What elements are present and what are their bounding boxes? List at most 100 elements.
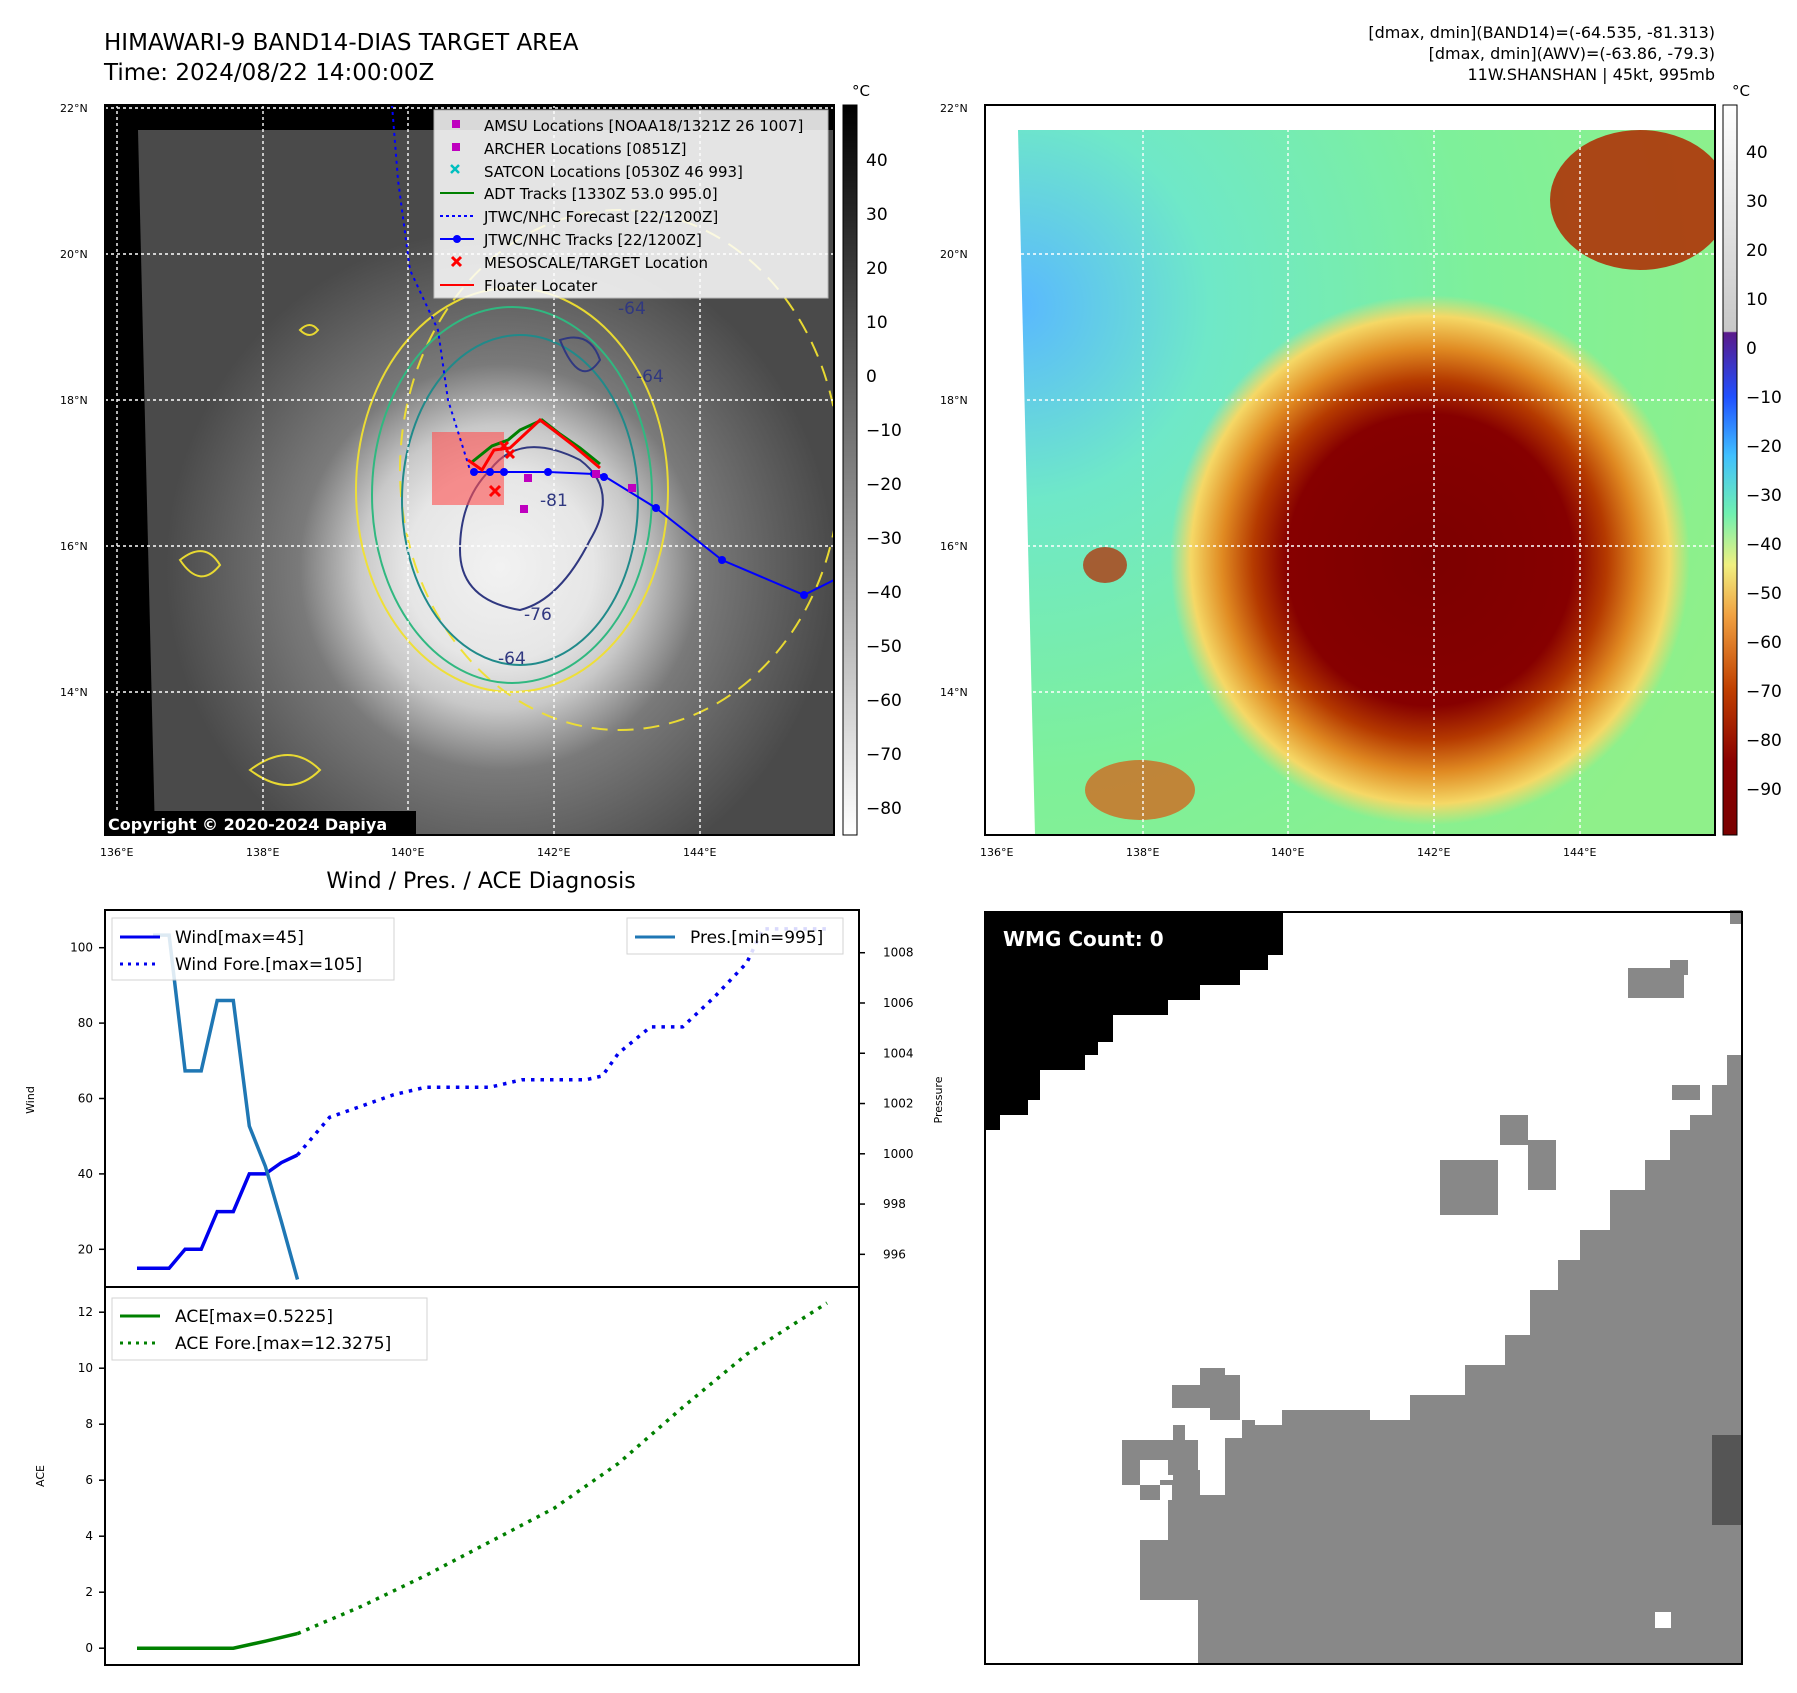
contour-navy: [458, 336, 604, 612]
svg-text:138°E: 138°E: [1126, 846, 1159, 859]
svg-text:°C: °C: [852, 82, 870, 100]
ace-tick-label: 8: [85, 1417, 93, 1431]
adt-track: [471, 418, 601, 466]
svg-text:ADT Tracks [1330Z 53.0 995.0]: ADT Tracks [1330Z 53.0 995.0]: [484, 185, 718, 203]
svg-text:40: 40: [1746, 143, 1768, 163]
svg-text:SATCON Locations [0530Z 46 993: SATCON Locations [0530Z 46 993]: [484, 163, 743, 181]
svg-text:136°E: 136°E: [100, 846, 133, 859]
ace-y-ticks: 0 2 4 6 8 10 12: [78, 1305, 105, 1655]
wind-tick-label: 20: [78, 1242, 93, 1256]
wmg-mask-panel: WMG Count: 0: [984, 910, 1743, 1665]
svg-text:−30: −30: [866, 529, 902, 549]
jtwc-forecast-track: [391, 105, 471, 471]
svg-text:-64: -64: [618, 299, 646, 319]
wind-series-group: [137, 927, 827, 1280]
svg-text:10: 10: [866, 313, 888, 333]
pres-tick-label: 1006: [883, 996, 914, 1010]
svg-text:ARCHER Locations [0851Z]: ARCHER Locations [0851Z]: [484, 140, 687, 158]
svg-text:18°N: 18°N: [940, 394, 968, 407]
map-b-grid: [985, 105, 1715, 835]
svg-text:10: 10: [1746, 290, 1768, 310]
ace-ylabel: ACE: [34, 1465, 47, 1487]
svg-text:22°N: 22°N: [60, 102, 88, 115]
pressure-line: [153, 933, 300, 1280]
svg-text:−80: −80: [866, 799, 902, 819]
ace-tick-label: 6: [85, 1473, 93, 1487]
svg-text:−70: −70: [866, 745, 902, 765]
svg-text:22°N: 22°N: [940, 102, 968, 115]
svg-text:-64: -64: [636, 367, 664, 387]
target-markers: [488, 440, 516, 498]
wmg-black-region: [985, 912, 1283, 1130]
svg-text:18°N: 18°N: [60, 394, 88, 407]
pres-tick-label: 1002: [883, 1097, 914, 1111]
ace-series-group: [137, 1301, 828, 1650]
pres-legend: Pres.[min=995]: [626, 917, 844, 955]
colorbar-color: °C 40 30 20 10 0 −10 −20 −30 −40 −50 −60…: [1722, 82, 1782, 836]
diag-title: Wind / Pres. / ACE Diagnosis: [326, 869, 635, 894]
contour-green: [371, 306, 653, 684]
svg-text:ACE Fore.[max=12.3275]: ACE Fore.[max=12.3275]: [175, 1334, 391, 1354]
wind-line: [137, 1153, 299, 1270]
svg-text:−10: −10: [1746, 388, 1782, 408]
wind-tick-label: 80: [78, 1016, 93, 1030]
wind-ylabel: Wind: [24, 1086, 37, 1114]
svg-text:−90: −90: [1746, 780, 1782, 800]
info-storm: 11W.SHANSHAN | 45kt, 995mb: [1467, 65, 1715, 84]
ace-line: [137, 1631, 298, 1650]
svg-text:140°E: 140°E: [1271, 846, 1304, 859]
wind-legend: Wind[max=45] Wind Fore.[max=105]: [111, 917, 395, 981]
wind-forecast-line: [296, 927, 827, 1157]
contour-teal: [401, 334, 639, 666]
pres-ylabel: Pressure: [932, 1076, 945, 1123]
amsu-archer-points: [520, 470, 636, 513]
svg-text:Wind[max=45]: Wind[max=45]: [175, 928, 304, 948]
ace-tick-label: 0: [85, 1641, 93, 1655]
svg-text:−40: −40: [1746, 535, 1782, 555]
svg-text:142°E: 142°E: [1417, 846, 1450, 859]
svg-text:16°N: 16°N: [60, 540, 88, 553]
pres-tick-label: 1008: [883, 946, 914, 960]
svg-text:Wind Fore.[max=105]: Wind Fore.[max=105]: [175, 955, 362, 975]
svg-text:-76: -76: [524, 605, 552, 625]
svg-text:−70: −70: [1746, 682, 1782, 702]
svg-text:16°N: 16°N: [940, 540, 968, 553]
ace-tick-label: 12: [78, 1305, 93, 1319]
copyright-badge: Copyright © 2020-2024 Dapiya: [104, 811, 416, 835]
svg-text:−20: −20: [866, 475, 902, 495]
svg-text:136°E: 136°E: [980, 846, 1013, 859]
svg-text:−50: −50: [866, 637, 902, 657]
svg-text:14°N: 14°N: [940, 686, 968, 699]
svg-text:20°N: 20°N: [60, 248, 88, 261]
wind-tick-label: 60: [78, 1092, 93, 1106]
pres-y-ticks: 996 998 1000 1002 1004 1006 1008: [859, 946, 914, 1261]
floater-locater: [467, 418, 601, 473]
svg-text:30: 30: [866, 205, 888, 225]
ace-legend: ACE[max=0.5225] ACE Fore.[max=12.3275]: [111, 1297, 428, 1361]
pres-tick-label: 998: [883, 1197, 906, 1211]
ir-color-map: [985, 105, 1715, 835]
svg-text:-64: -64: [498, 649, 526, 669]
contour-labels: -64 -64 -81 -76 -64: [498, 299, 664, 669]
svg-text:JTWC/NHC Forecast [22/1200Z]: JTWC/NHC Forecast [22/1200Z]: [483, 208, 718, 226]
figure-title: HIMAWARI-9 BAND14-DIAS TARGET AREA: [104, 30, 579, 56]
svg-text:−60: −60: [1746, 633, 1782, 653]
svg-text:°C: °C: [1732, 82, 1750, 100]
svg-text:−30: −30: [1746, 486, 1782, 506]
ace-tick-label: 4: [85, 1529, 93, 1543]
svg-text:−40: −40: [866, 583, 902, 603]
map-b-axis-labels: 22°N 20°N 18°N 16°N 14°N 136°E 138°E 140…: [940, 102, 1596, 859]
svg-text:20: 20: [1746, 241, 1768, 261]
svg-text:20: 20: [866, 259, 888, 279]
svg-text:−80: −80: [1746, 731, 1782, 751]
map-legend: AMSU Locations [NOAA18/1321Z 26 1007] AR…: [433, 109, 829, 299]
svg-text:Copyright © 2020-2024 Dapiya: Copyright © 2020-2024 Dapiya: [108, 815, 387, 834]
svg-text:AMSU Locations [NOAA18/1321Z 2: AMSU Locations [NOAA18/1321Z 26 1007]: [484, 117, 803, 135]
svg-text:Pres.[min=995]: Pres.[min=995]: [690, 928, 823, 948]
info-awv: [dmax, dmin](AWV)=(-63.86, -79.3): [1429, 44, 1715, 63]
svg-text:JTWC/NHC Tracks [22/1200Z]: JTWC/NHC Tracks [22/1200Z]: [483, 231, 702, 249]
svg-text:−60: −60: [866, 691, 902, 711]
svg-text:−50: −50: [1746, 584, 1782, 604]
wmg-count: WMG Count: 0: [1003, 927, 1164, 951]
